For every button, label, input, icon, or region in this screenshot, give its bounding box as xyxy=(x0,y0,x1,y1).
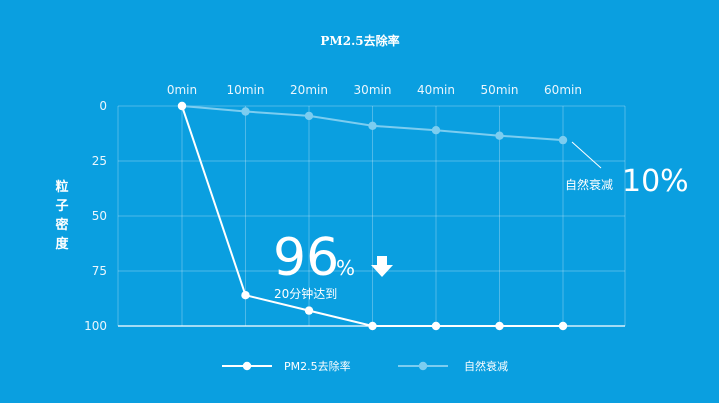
decay-annotation: 自然衰减 10% xyxy=(565,141,689,199)
removal-value: 96 xyxy=(273,228,339,288)
y-tick-label: 100 xyxy=(84,319,107,333)
data-point xyxy=(495,131,504,140)
y-tick-labels: 0 25 50 75 100 xyxy=(84,99,107,333)
data-point xyxy=(368,321,377,331)
data-point xyxy=(368,121,377,130)
y-label-char: 密 xyxy=(54,217,68,233)
y-tick-label: 0 xyxy=(99,99,107,113)
y-tick-label: 75 xyxy=(92,264,107,278)
series-group xyxy=(177,101,568,331)
x-tick-label: 60min xyxy=(544,83,582,97)
x-tick-labels: 0min 10min 20min 30min 40min 50min 60min xyxy=(167,83,582,97)
chart-title: PM2.5去除率 xyxy=(320,33,399,48)
x-tick-label: 10min xyxy=(227,83,265,97)
x-tick-label: 20min xyxy=(290,83,328,97)
removal-note: 20分钟达到 xyxy=(274,286,337,301)
removal-unit: % xyxy=(336,256,355,280)
legend-label: 自然衰减 xyxy=(464,359,508,373)
y-label-char: 度 xyxy=(55,236,69,252)
data-point xyxy=(241,291,250,300)
legend-swatch-dot xyxy=(242,361,252,371)
data-point xyxy=(177,101,187,111)
data-point xyxy=(431,126,441,135)
y-label-char: 粒 xyxy=(55,179,68,195)
x-tick-label: 40min xyxy=(417,83,455,97)
down-arrow-icon xyxy=(371,256,393,277)
y-label-char: 子 xyxy=(55,199,68,214)
data-point xyxy=(558,321,568,331)
data-point xyxy=(495,321,504,331)
decay-label: 自然衰减 xyxy=(565,177,613,192)
data-point xyxy=(304,306,314,315)
removal-annotation: 96 % 20分钟达到 xyxy=(273,228,393,301)
data-point xyxy=(431,321,441,331)
y-tick-label: 25 xyxy=(92,154,107,168)
legend-label: PM2.5去除率 xyxy=(284,359,351,373)
data-point xyxy=(558,135,568,145)
x-tick-label: 30min xyxy=(354,83,392,97)
decay-leader-line xyxy=(571,141,602,169)
legend-swatch-dot xyxy=(418,361,428,371)
y-tick-label: 50 xyxy=(92,209,107,223)
legend: PM2.5去除率 自然衰减 xyxy=(222,359,508,373)
x-tick-label: 0min xyxy=(167,83,197,97)
data-point xyxy=(304,111,314,121)
data-point xyxy=(241,107,250,116)
x-tick-label: 50min xyxy=(481,83,519,97)
decay-value: 10% xyxy=(622,164,689,199)
